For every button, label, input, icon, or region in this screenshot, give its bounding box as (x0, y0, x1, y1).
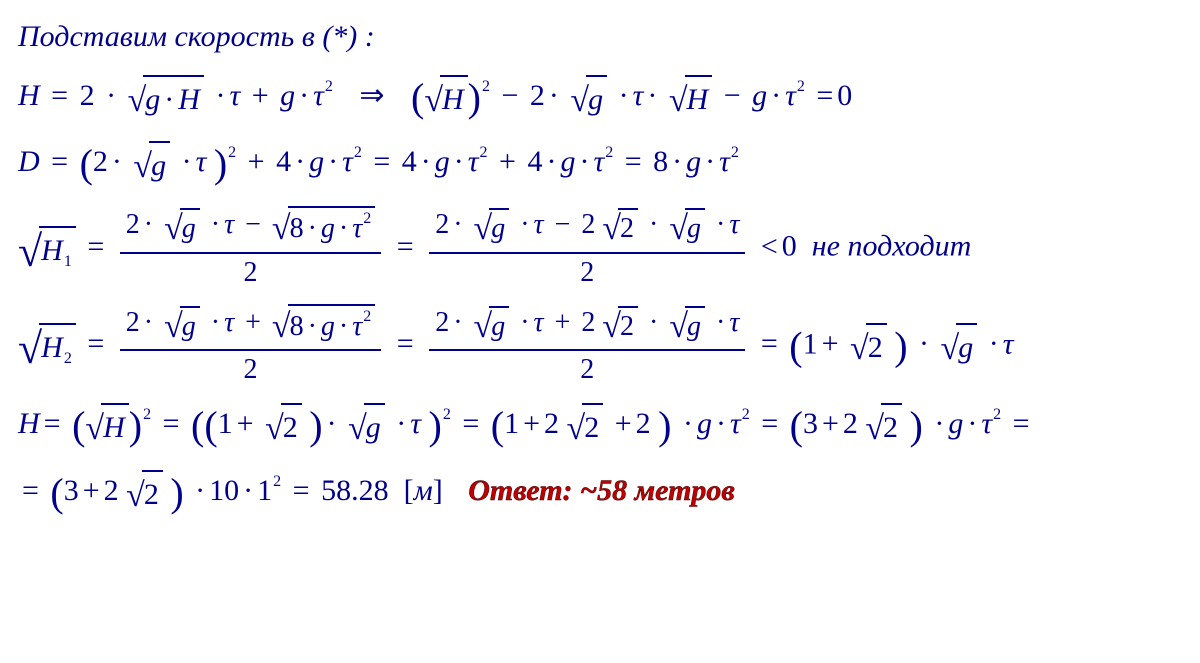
eq-H-expand: H= (√H)2 = ((1+ √2 )· √g ·τ )2 = (1+2 √2… (18, 401, 1182, 456)
sqrt-H2: √H2 (18, 315, 76, 383)
frac-root2a: 2· √g ·τ + √8·g·τ2 2 (120, 304, 382, 390)
var-D: D (18, 145, 40, 178)
math-derivation: Подставим скорость в (*) : H = 2 · √g·H … (0, 0, 1200, 545)
unit-m: м (414, 474, 433, 507)
final-answer: Ответ: ~58 метров (450, 474, 735, 507)
result-value: 58.28 (321, 474, 389, 507)
intro-line: Подставим скорость в (*) : (18, 14, 1182, 61)
frac-root1a: 2· √g ·τ − √8·g·τ2 2 (120, 206, 382, 292)
eq-numeric: = (3+2 √2 ) ·10·12 = 58.28 [м] Ответ: ~5… (18, 468, 1182, 523)
eq-root1: √H1 = 2· √g ·τ − √8·g·τ2 2 = 2· √g ·τ − … (18, 206, 1182, 292)
frac-root2b: 2· √g ·τ + 2 √2 · √g ·τ 2 (429, 304, 745, 390)
sqrt-H1: √H1 (18, 218, 76, 286)
eq-root2: √H2 = 2· √g ·τ + √8·g·τ2 2 = 2· √g ·τ + … (18, 304, 1182, 390)
var-H: H (18, 79, 40, 112)
eq-discriminant: D = (2· √g ·τ )2 + 4·g·τ2 = 4·g·τ2 + 4·g… (18, 139, 1182, 194)
sqrt-gH: √g·H (128, 75, 204, 128)
rejected-note: не подходит (812, 230, 972, 263)
frac-root1b: 2· √g ·τ − 2 √2 · √g ·τ 2 (429, 206, 745, 292)
eq-substitution: H = 2 · √g·H ·τ + g·τ2 ⇒ (√H)2 − 2· √g ·… (18, 73, 1182, 128)
